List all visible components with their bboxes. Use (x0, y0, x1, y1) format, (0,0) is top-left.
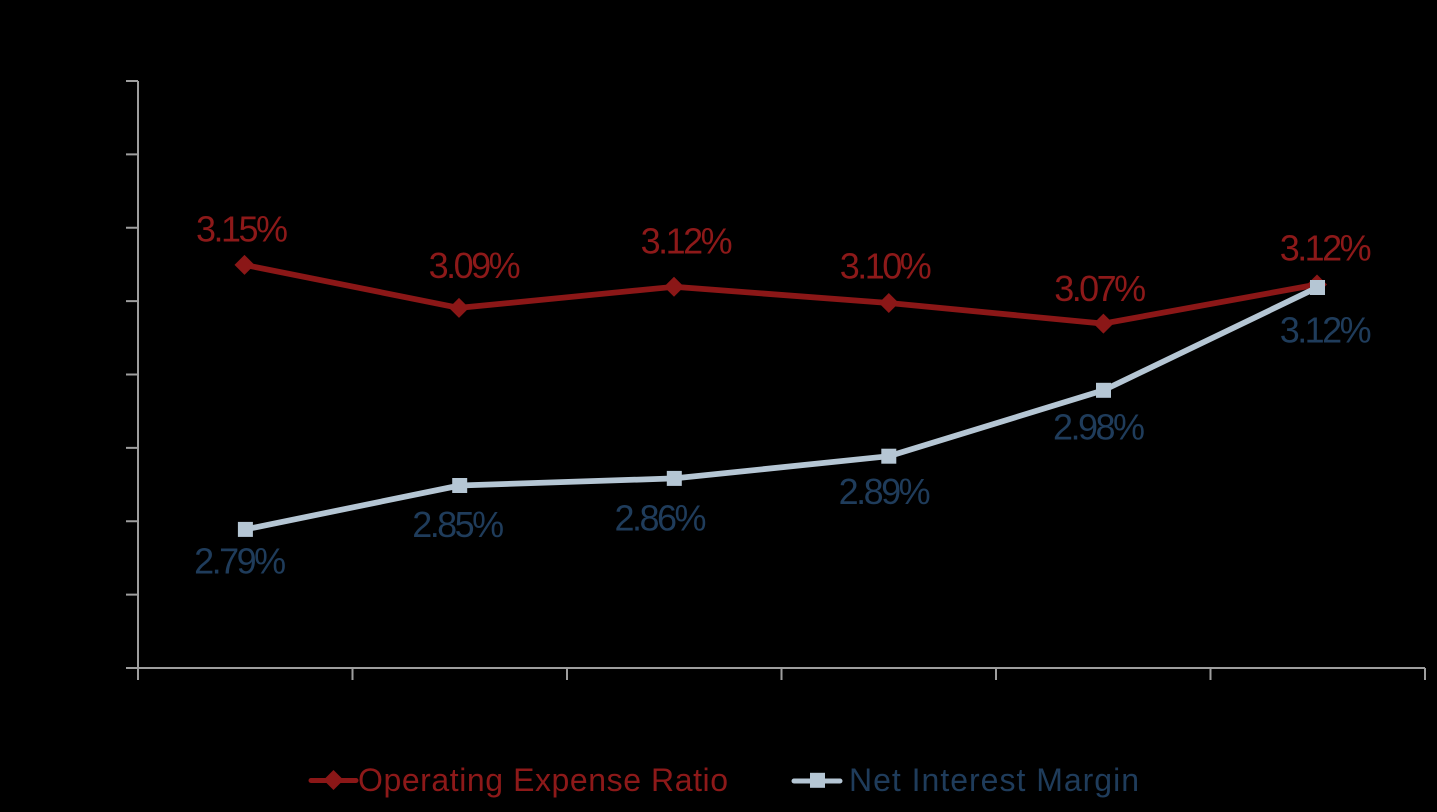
svg-text:3.09%: 3.09% (429, 245, 521, 286)
svg-text:2.85%: 2.85% (412, 504, 504, 545)
svg-text:2.98%: 2.98% (1053, 407, 1145, 448)
svg-text:3.12%: 3.12% (641, 220, 733, 261)
svg-text:3.15%: 3.15% (196, 209, 288, 250)
svg-text:Net Interest Margin: Net Interest Margin (849, 762, 1139, 798)
svg-text:3.12%: 3.12% (1280, 309, 1372, 350)
svg-text:2.86%: 2.86% (615, 498, 707, 539)
svg-text:3.12%: 3.12% (1280, 228, 1372, 269)
svg-text:Operating Expense Ratio: Operating Expense Ratio (358, 762, 728, 798)
svg-text:2.89%: 2.89% (839, 471, 931, 512)
svg-text:3.07%: 3.07% (1054, 268, 1146, 309)
svg-text:2.79%: 2.79% (194, 541, 286, 582)
svg-text:3.10%: 3.10% (840, 246, 932, 287)
